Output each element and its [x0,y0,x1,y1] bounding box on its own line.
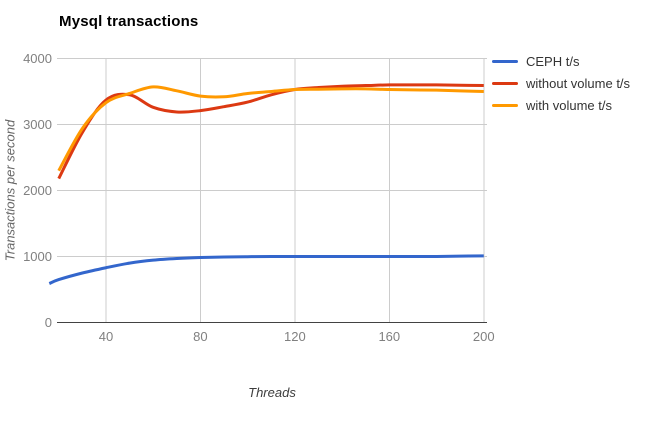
y-tick-1000: 1000 [23,248,52,264]
series-line-2-with-volume-t-s [57,85,484,172]
legend-item-ceph: CEPH t/s [492,53,630,69]
x-tick-200: 200 [472,329,495,344]
legend-swatch-blue-icon [492,59,518,63]
legend-swatch-red-icon [492,81,518,85]
chart-title: Mysql transactions [59,13,199,30]
x-tick-80: 80 [193,329,208,344]
legend-item-without-volume: without volume t/s [492,75,630,91]
y-tick-3000: 3000 [23,116,52,132]
y-tick-2000: 2000 [23,182,52,198]
series-line-1-without-volume-t-s [57,83,484,180]
legend: CEPH t/s without volume t/s with volume … [492,53,630,119]
y-tick-0: 0 [44,314,52,330]
x-axis-title: Threads [248,385,296,400]
legend-label: with volume t/s [526,97,612,113]
legend-item-with-volume: with volume t/s [492,97,630,113]
legend-swatch-orange-icon [492,103,518,107]
x-tick-160: 160 [378,329,401,344]
series-line-0-ceph-t-s [48,254,484,285]
legend-label: CEPH t/s [526,53,580,69]
x-tick-120: 120 [284,329,306,344]
legend-label: without volume t/s [526,75,631,91]
y-tick-4000: 4000 [23,50,52,66]
x-tick-40: 40 [98,329,114,344]
